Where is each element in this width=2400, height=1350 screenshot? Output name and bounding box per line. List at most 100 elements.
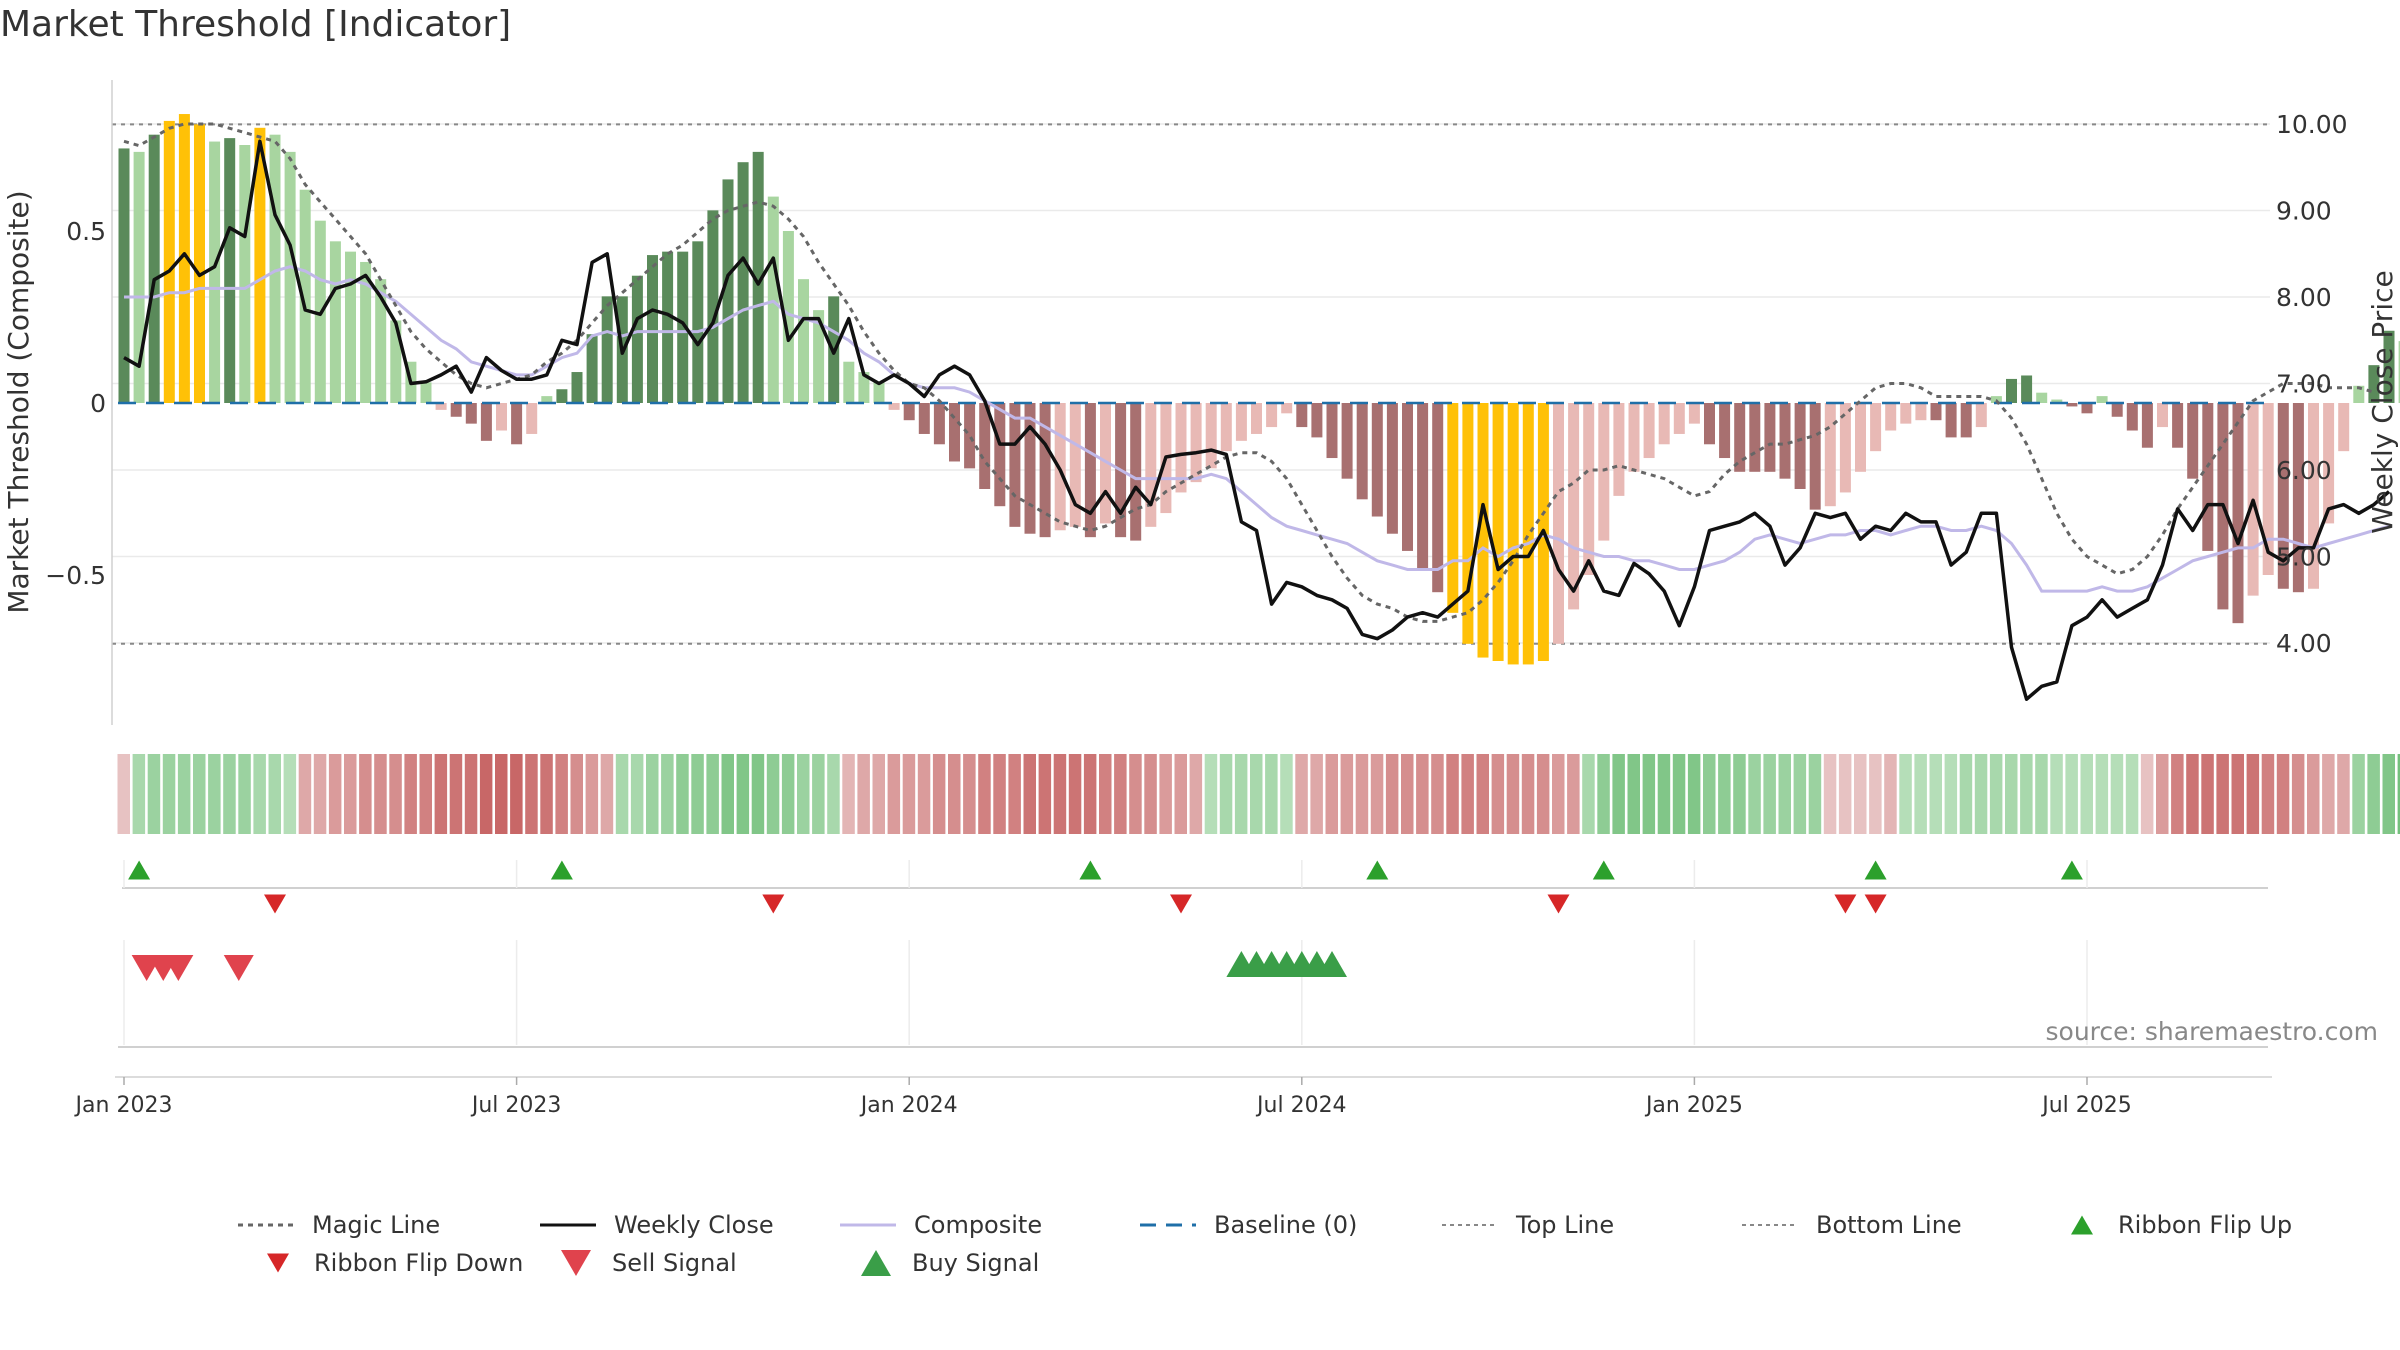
composite-bars (118, 114, 2400, 665)
ribbon-cell (2397, 754, 2400, 834)
ribbon-flip-up-marker (1079, 860, 1102, 880)
ribbon-cell (208, 754, 221, 834)
composite-bar (1749, 403, 1761, 472)
composite-bar (979, 403, 991, 489)
composite-bar (1281, 403, 1293, 414)
ribbon-cell (1552, 754, 1565, 834)
ribbon-cell (1642, 754, 1656, 834)
ribbon-flip-down-marker (762, 894, 785, 914)
ribbon-cell (253, 754, 266, 834)
composite-bar (737, 162, 749, 403)
composite-bar (2232, 403, 2244, 624)
ribbon-cell (1763, 754, 1776, 834)
composite-bar (299, 189, 311, 403)
ribbon-cell (1854, 754, 1867, 834)
ribbon-cell (721, 754, 734, 834)
ribbon-cell (751, 754, 765, 834)
ribbon-cell (1068, 754, 1082, 834)
composite-bar (2157, 403, 2168, 428)
composite-bar (1870, 403, 1882, 452)
ribbon-cell (1733, 754, 1746, 834)
composite-bar (2111, 403, 2123, 417)
ribbon-cell (162, 754, 176, 834)
ribbon-cell (1476, 754, 1489, 834)
ribbon-cell (600, 754, 614, 834)
composite-bar (586, 334, 598, 403)
composite-bar (1220, 403, 1232, 452)
composite-bar (511, 403, 523, 445)
composite-bar (933, 403, 945, 445)
ribbon-cell (842, 754, 855, 834)
composite-bar (541, 396, 553, 403)
composite-bar (360, 261, 372, 403)
ribbon-flip-down-marker (264, 894, 286, 914)
ribbon-cell (1959, 754, 1973, 834)
ribbon-cell (2171, 754, 2184, 834)
x-tick-label: Jan 2023 (74, 1093, 173, 1118)
ribbon-cell (1884, 754, 1897, 834)
ribbon-cell (1793, 754, 1807, 834)
composite-bar (1643, 403, 1655, 459)
composite-bar (1402, 403, 1413, 551)
ribbon-cell (1657, 754, 1671, 834)
signal-panels (118, 860, 2268, 1048)
ribbon-cell (2276, 754, 2290, 834)
ribbon-cell (615, 754, 629, 834)
composite-bar (118, 148, 130, 403)
ribbon-cell (2337, 754, 2350, 834)
composite-bar (465, 403, 477, 424)
composite-bar (1945, 403, 1957, 438)
right-axis-title: Weekly Close Price (2366, 270, 2399, 533)
ribbon-cell (1099, 754, 1112, 834)
composite-bar (2096, 396, 2108, 403)
composite-bar (2323, 403, 2335, 524)
ribbon-cell (1265, 754, 1278, 834)
ribbon-cell (1280, 754, 1293, 834)
composite-bar (2353, 385, 2365, 403)
ribbon-cell (374, 754, 387, 834)
ribbon-flip-down-marker (1170, 894, 1192, 914)
ribbon-cell (2095, 754, 2109, 834)
composite-bar (375, 279, 387, 403)
ribbon-cell (359, 754, 372, 834)
ribbon-cell (2005, 754, 2018, 834)
composite-bar (1251, 403, 1262, 434)
composite-bar (1507, 403, 1519, 665)
ribbon-cell (797, 754, 810, 834)
left-tick-label: −0.5 (45, 561, 106, 590)
ribbon-cell (1189, 754, 1203, 834)
ribbon-cell (1778, 754, 1791, 834)
ribbon-cell (2231, 754, 2244, 834)
composite-bar (631, 275, 643, 403)
composite-bar (1447, 403, 1459, 613)
ribbon-cell (646, 754, 659, 834)
composite-bar (1069, 403, 1081, 527)
ribbon-cell (2216, 754, 2229, 834)
weekly-close-line (123, 139, 2391, 701)
right-tick-label: 5.00 (2276, 543, 2332, 572)
composite-bar (420, 382, 432, 403)
composite-bar (1477, 403, 1489, 658)
ribbon-cell (177, 754, 191, 834)
right-tick-label: 10.00 (2276, 110, 2348, 139)
ribbon-cell (132, 754, 146, 834)
ribbon-cell (2110, 754, 2124, 834)
composite-bar (2006, 378, 2017, 403)
ribbon-cell (404, 754, 417, 834)
composite-bar (903, 403, 915, 421)
ribbon-cell (1038, 754, 1052, 834)
composite-bar (133, 151, 145, 403)
composite-bar (1084, 403, 1096, 538)
composite-bar (707, 210, 719, 403)
ribbon-cell (932, 754, 946, 834)
composite-bar (1900, 403, 1912, 424)
composite-bar (1417, 403, 1429, 569)
ribbon-cell (434, 754, 448, 834)
ribbon-cell (1234, 754, 1248, 834)
composite-bar (1673, 403, 1685, 434)
ribbon-cell (706, 754, 719, 834)
composite-bar (2172, 403, 2184, 448)
composite-bar (1809, 403, 1821, 510)
composite-bar (2368, 365, 2380, 403)
